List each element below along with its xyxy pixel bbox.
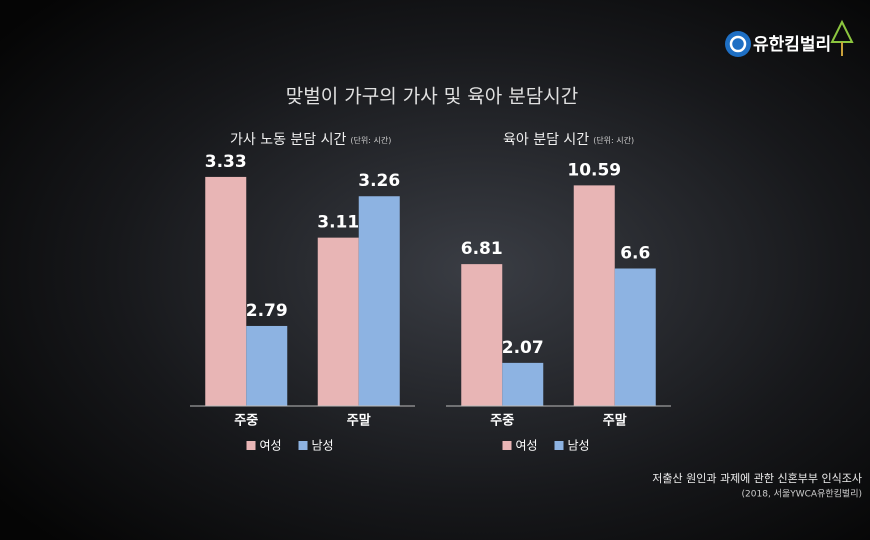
- legend-swatch: [554, 441, 564, 450]
- logo: 유한킴벌리: [725, 19, 854, 57]
- bar: [461, 264, 503, 406]
- logo-text: 유한킴벌리: [753, 34, 831, 55]
- chart-title-text: 육아 분담 시간: [503, 132, 589, 148]
- bar: [205, 176, 247, 406]
- chart-title: 육아 분담 시간 (단위: 시간): [503, 132, 634, 148]
- bar: [502, 362, 544, 406]
- legend-swatch: [246, 441, 256, 450]
- value-label: 3.11: [317, 213, 359, 233]
- legend-swatch: [502, 441, 512, 450]
- bar: [317, 237, 359, 406]
- logo-icon-ring: [729, 35, 747, 53]
- source: 저출산 원인과 과제에 관한 신혼부부 인식조사: [652, 472, 862, 485]
- value-label: 2.07: [502, 338, 544, 358]
- value-label: 10.59: [567, 160, 621, 180]
- value-label: 6.6: [620, 244, 650, 264]
- chart-title-text: 가사 노동 분담 시간: [230, 132, 347, 148]
- x-tick-label: 주중: [490, 414, 514, 429]
- value-label: 2.79: [246, 301, 288, 321]
- bar: [573, 185, 615, 406]
- page-title: 맞벌이 가구의 가사 및 육아 분담시간: [286, 86, 578, 108]
- value-label: 3.33: [205, 152, 247, 172]
- chart-title: 가사 노동 분담 시간 (단위: 시간): [230, 132, 391, 148]
- chart-subtitle: (단위: 시간): [350, 135, 391, 145]
- legend-label: 여성: [516, 439, 538, 453]
- x-tick-label: 주중: [234, 414, 258, 429]
- legend-swatch: [298, 441, 308, 450]
- legend-label: 남성: [568, 439, 590, 453]
- x-tick-label: 주말: [347, 414, 371, 429]
- x-tick-label: 주말: [603, 414, 627, 429]
- value-label: 3.26: [358, 171, 400, 191]
- logo-icon: [725, 31, 751, 57]
- source-note: (2018, 서울YWCA유한킴벌리): [742, 488, 862, 500]
- bar: [358, 196, 400, 406]
- bar: [246, 325, 288, 406]
- legend-label: 여성: [260, 439, 282, 453]
- legend-label: 남성: [312, 439, 334, 453]
- bar: [614, 268, 656, 406]
- value-label: 6.81: [461, 239, 503, 259]
- chart-subtitle: (단위: 시간): [593, 135, 634, 145]
